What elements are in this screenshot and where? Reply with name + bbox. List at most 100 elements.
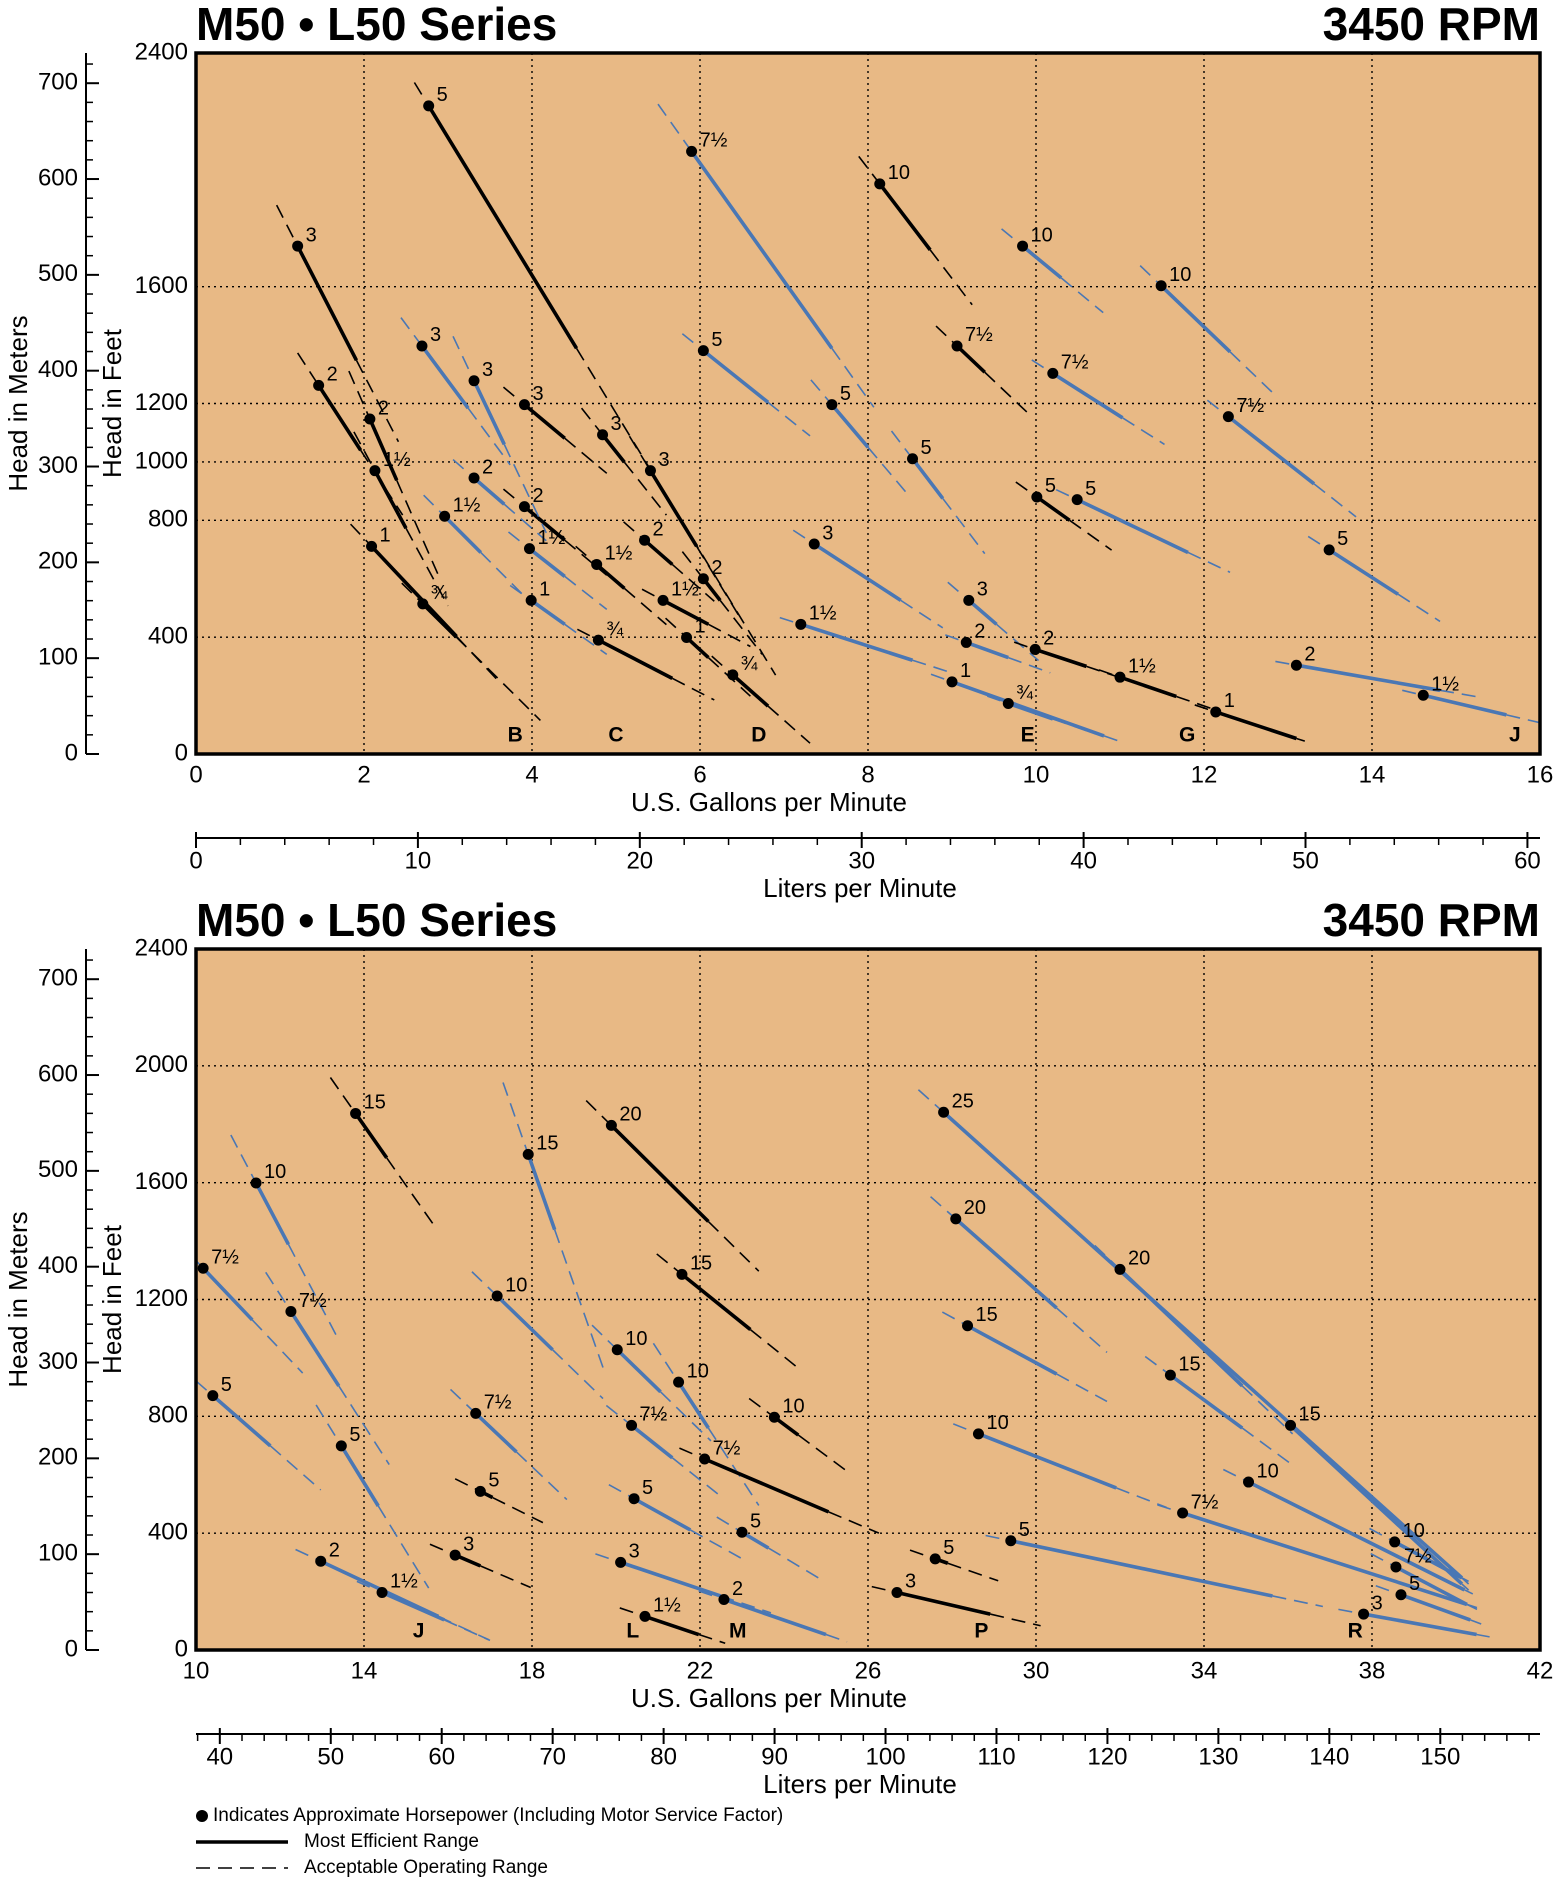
hp-dot (874, 178, 886, 190)
efficient-range (317, 384, 363, 452)
operating-range (359, 449, 404, 516)
hp-label: 1½ (809, 603, 837, 625)
hp-label: 7½ (1404, 1545, 1432, 1567)
hp-label: 5 (349, 1424, 360, 1446)
efficient-range (368, 418, 399, 482)
x2-tick-label: 40 (206, 1743, 233, 1770)
efficient-range (1169, 1373, 1244, 1430)
y2-tick-label: 300 (38, 452, 78, 479)
x-tick-label: 6 (693, 761, 706, 788)
efficient-range (878, 182, 932, 251)
operating-range (1397, 593, 1441, 623)
efficient-range (1035, 495, 1071, 522)
hp-dot (962, 1320, 974, 1332)
operating-range (1187, 551, 1231, 574)
hp-dot (439, 510, 451, 522)
hp-label: ¾ (741, 653, 758, 675)
efficient-range (1119, 675, 1177, 699)
hp-label: 1 (1224, 690, 1235, 712)
hp-label: 10 (264, 1161, 286, 1183)
hp-dot (611, 1344, 623, 1356)
hp-dot (470, 1407, 482, 1419)
efficient-range (703, 1457, 830, 1514)
hp-dot (1047, 367, 1059, 379)
operating-range (553, 1229, 606, 1374)
hp-dot (423, 100, 435, 112)
hp-dot (491, 1290, 503, 1302)
y2-tick-label: 100 (38, 1540, 78, 1567)
hp-label: 1½ (383, 449, 411, 471)
y2-tick-label: 200 (38, 1444, 78, 1471)
hp-label: 20 (964, 1197, 986, 1219)
x2-tick-label: 0 (189, 847, 202, 874)
operating-range (1466, 1603, 1478, 1611)
efficient-range (633, 1497, 692, 1532)
efficient-range (526, 1153, 557, 1231)
operating-range (985, 1534, 1011, 1542)
efficient-range (813, 542, 902, 602)
y-tick-label: 2000 (135, 1051, 188, 1078)
x2-tick-label: 140 (1309, 1743, 1349, 1770)
hp-label: 3 (658, 449, 669, 471)
operating-range (797, 1434, 850, 1474)
operating-range (767, 401, 811, 437)
efficient-range (1227, 415, 1316, 486)
efficient-range (1247, 1480, 1466, 1592)
x-tick-label: 18 (519, 1657, 546, 1684)
hp-label: 10 (1169, 264, 1191, 286)
hp-label: 2 (327, 364, 338, 386)
operating-range (230, 1134, 257, 1184)
hp-dot (605, 1119, 617, 1131)
operating-range (947, 1562, 999, 1582)
operating-range (1056, 1373, 1108, 1403)
y-tick-label: 400 (148, 1519, 188, 1546)
operating-range (871, 1585, 898, 1594)
operating-range (990, 1613, 1041, 1627)
operating-range (1307, 535, 1330, 551)
x2-tick-label: 50 (317, 1743, 344, 1770)
chart-subtitle: 3450 RPM (1323, 894, 1540, 946)
operating-range (269, 1445, 322, 1491)
hp-label: 10 (1403, 1520, 1425, 1542)
operating-range (1103, 735, 1121, 743)
hp-label: 10 (782, 1395, 804, 1417)
efficient-range (1289, 1424, 1464, 1586)
efficient-range (966, 1324, 1058, 1376)
series-label: L (626, 1620, 639, 1643)
x-tick-label: 38 (1359, 1657, 1386, 1684)
hp-label: 5 (750, 1511, 761, 1533)
x-tick-label: 26 (855, 1657, 882, 1684)
efficient-range (1393, 1540, 1463, 1580)
hp-label: 10 (1257, 1460, 1279, 1482)
hp-label: 3 (532, 383, 543, 405)
operating-range (552, 1349, 604, 1400)
operating-range (564, 623, 608, 656)
hp-label: 15 (1178, 1353, 1200, 1375)
operating-range (1506, 714, 1540, 724)
efficient-range (296, 245, 359, 362)
x-tick-label: 34 (1191, 1657, 1218, 1684)
hp-dot (676, 1268, 688, 1280)
hp-dot (963, 594, 975, 606)
hp-label: 5 (642, 1477, 653, 1499)
operating-range (1055, 488, 1078, 501)
hp-label: 7½ (1236, 395, 1264, 417)
operating-range (987, 695, 1009, 705)
efficient-range (648, 469, 699, 548)
efficient-range (643, 538, 674, 566)
efficient-range (1422, 693, 1507, 717)
efficient-range (528, 547, 566, 578)
hp-dot (597, 429, 609, 441)
hp-dot (639, 534, 651, 546)
operating-range (671, 677, 715, 701)
operating-range (338, 1385, 390, 1465)
operating-range (1060, 277, 1104, 314)
hp-label: 7½ (299, 1290, 327, 1312)
operating-range (400, 317, 423, 347)
efficient-range (967, 599, 998, 626)
operating-range (443, 1619, 491, 1642)
operating-range (355, 359, 400, 443)
hp-label: 1 (960, 660, 971, 682)
efficient-range (1007, 701, 1054, 721)
